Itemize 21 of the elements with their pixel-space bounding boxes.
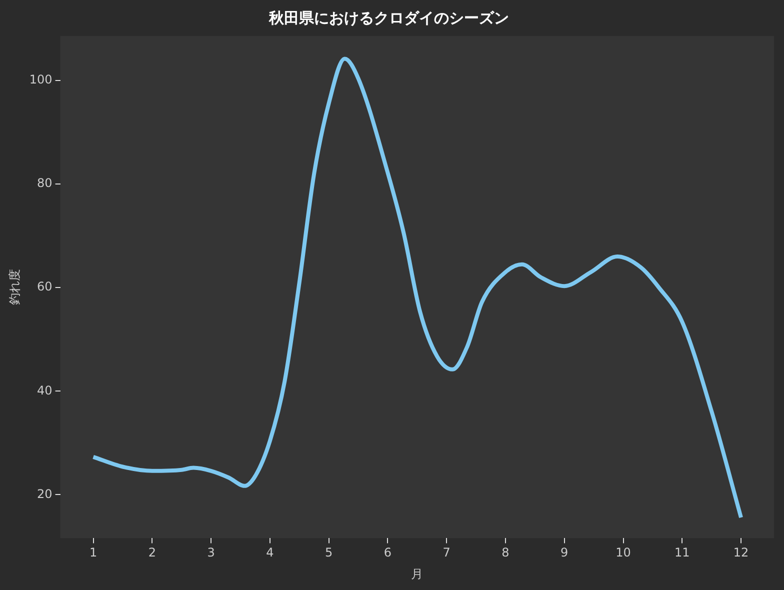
x-tick-label: 3 [207, 546, 215, 560]
x-tick-label: 5 [325, 546, 333, 560]
x-tick-label: 9 [560, 546, 568, 560]
y-axis-title: 釣れ度 [7, 269, 22, 306]
x-axis-title: 月 [411, 566, 424, 581]
x-tick-label: 6 [384, 546, 392, 560]
y-tick-label: 20 [37, 486, 52, 501]
x-tick-label: 4 [266, 546, 274, 560]
y-tick-label: 100 [29, 72, 52, 87]
x-tick-label: 8 [502, 546, 510, 560]
x-tick-label: 7 [442, 546, 450, 560]
line-series [91, 56, 744, 520]
y-tick-label: 80 [37, 176, 52, 190]
x-tick-label: 11 [674, 546, 690, 560]
x-tick-label: 1 [89, 546, 98, 560]
y-tick-label: 60 [37, 280, 52, 294]
x-tick-label: 10 [616, 546, 631, 560]
chart-title: 秋田県におけるクロダイのシーズン [268, 8, 509, 27]
x-tick-label: 2 [148, 546, 156, 560]
x-tick-label: 12 [733, 546, 749, 560]
y-tick-label: 40 [37, 383, 52, 398]
